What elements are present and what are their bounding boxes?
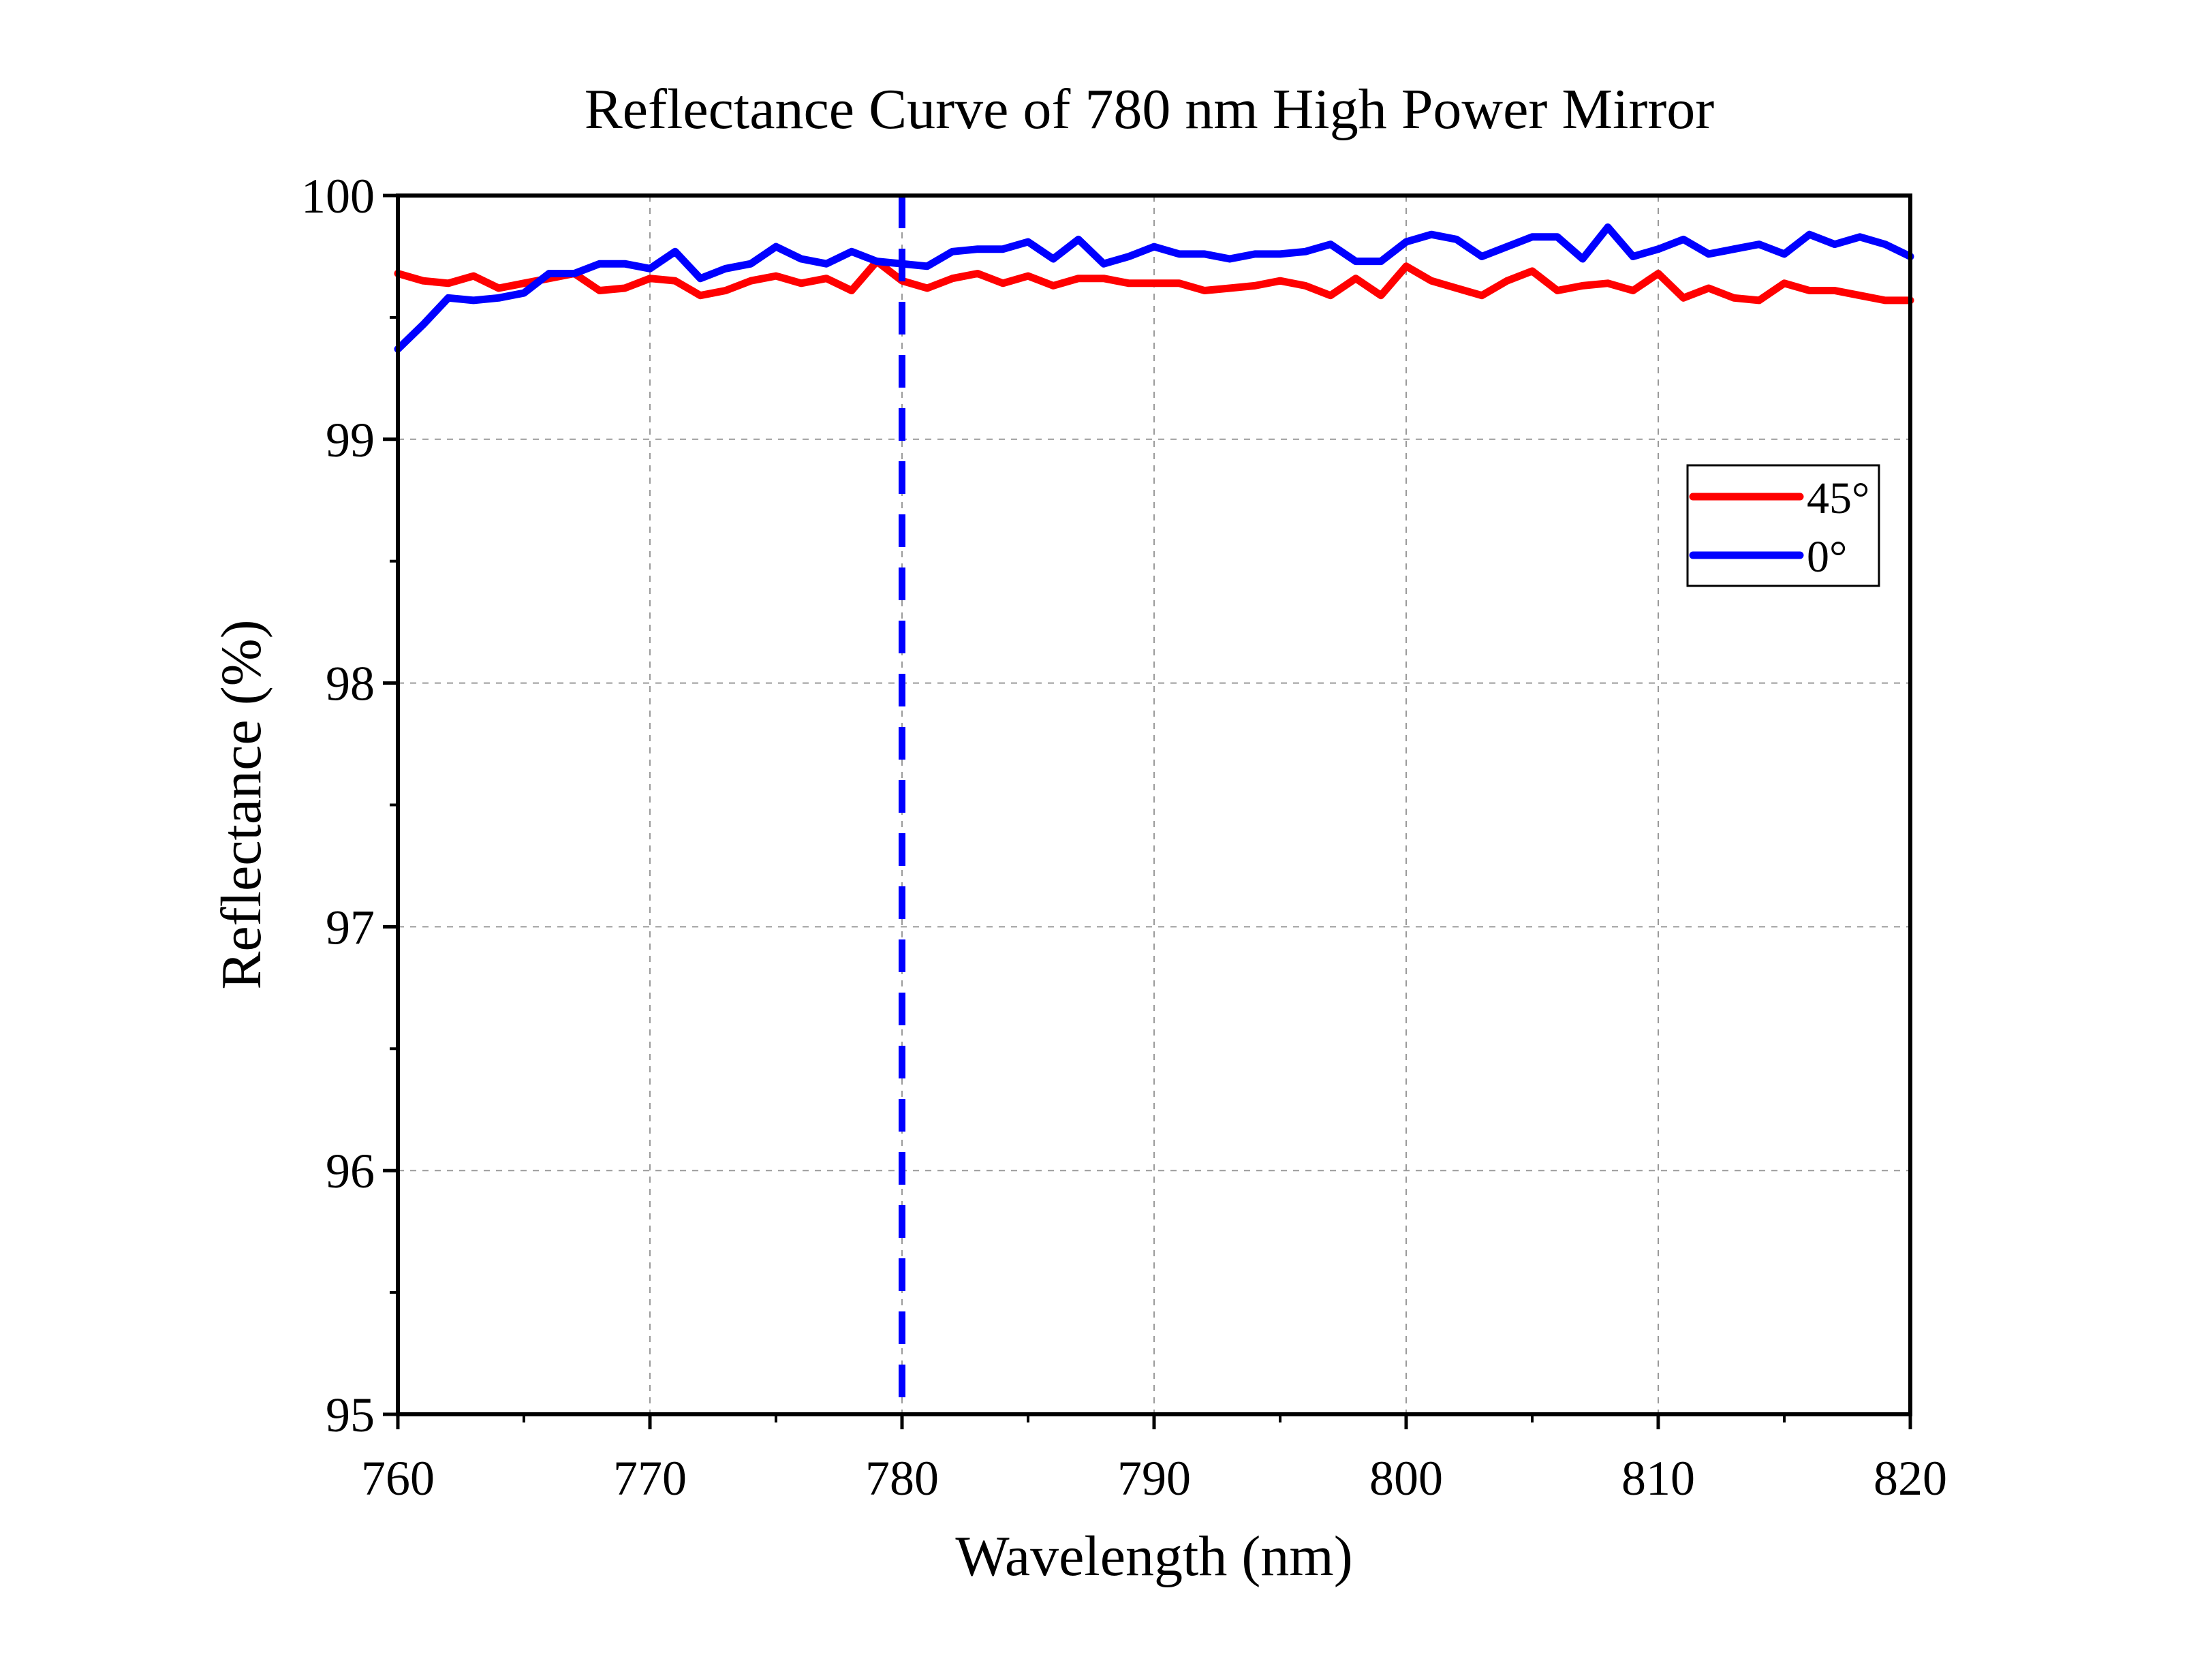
x-axis-ticks: 760 770 780 790 800 810 820 — [361, 1414, 1947, 1506]
y-tick-label-96: 96 — [326, 1144, 375, 1198]
chart-title: Reflectance Curve of 780 nm High Power M… — [585, 78, 1715, 141]
x-tick-label-770: 770 — [613, 1451, 687, 1506]
legend-label-45: 45° — [1807, 473, 1869, 523]
y-tick-label-99: 99 — [326, 413, 375, 467]
y-tick-label-97: 97 — [326, 900, 375, 954]
y-tick-label-95: 95 — [326, 1388, 375, 1442]
legend-box — [1686, 464, 1880, 587]
legend: 45° 0° — [1686, 464, 1880, 587]
y-axis-ticks: 95 96 97 98 99 100 — [301, 169, 398, 1442]
x-tick-label-760: 760 — [361, 1451, 435, 1506]
x-tick-label-820: 820 — [1874, 1451, 1947, 1506]
series-lines — [394, 223, 1914, 353]
x-tick-label-790: 790 — [1117, 1451, 1191, 1506]
x-tick-label-780: 780 — [865, 1451, 939, 1506]
series-line-0deg — [394, 223, 1914, 353]
legend-label-0: 0° — [1807, 532, 1847, 582]
y-tick-label-100: 100 — [301, 169, 375, 223]
x-tick-label-800: 800 — [1369, 1451, 1443, 1506]
x-axis-label: Wavelength (nm) — [955, 1525, 1352, 1588]
series-line-45deg — [394, 258, 1914, 305]
x-tick-label-810: 810 — [1621, 1451, 1695, 1506]
y-axis-label: Reflectance (%) — [210, 619, 273, 989]
y-tick-label-98: 98 — [326, 657, 375, 711]
